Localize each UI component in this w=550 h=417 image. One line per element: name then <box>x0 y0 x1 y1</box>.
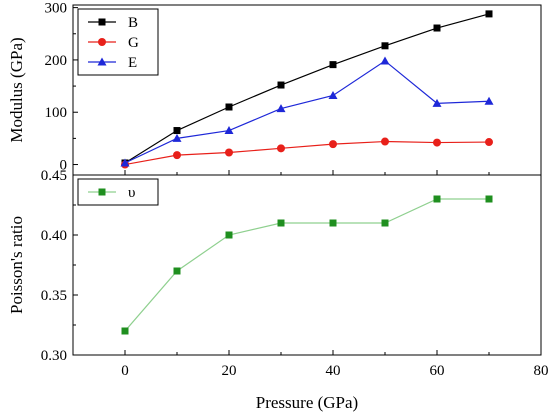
series-line-G <box>124 140 490 166</box>
data-point-υ <box>225 231 233 239</box>
data-point-G <box>433 138 441 147</box>
bottom-y-tick-label: 0.45 <box>41 168 67 184</box>
legend-label-B: B <box>128 15 138 31</box>
series-line-υ <box>124 198 489 332</box>
top-y-tick-label: 100 <box>45 105 68 121</box>
data-point-υ <box>485 195 493 203</box>
legend-label-G: G <box>128 35 139 51</box>
legend-marker-E <box>97 57 107 66</box>
data-point-E <box>328 90 338 99</box>
data-point-B <box>329 61 337 69</box>
bottom-y-tick-label: 0.35 <box>41 288 67 304</box>
x-tick-label: 40 <box>326 363 341 379</box>
legend-marker-υ <box>98 188 106 196</box>
x-tick-label: 20 <box>222 363 237 379</box>
data-point-G <box>277 144 285 153</box>
data-point-E <box>380 56 390 65</box>
bottom-y-tick-label: 0.30 <box>41 348 67 364</box>
x-tick-label: 80 <box>534 363 549 379</box>
data-point-υ <box>381 219 389 227</box>
legend-marker-B <box>98 18 106 26</box>
bottom-panel: 0.30 0.35 0.40 0.45 0 20 40 60 80 υ <box>41 168 549 379</box>
data-point-B <box>277 81 285 89</box>
data-point-B <box>433 24 441 32</box>
data-point-B <box>381 42 389 50</box>
x-tick-label: 0 <box>121 363 129 379</box>
legend-label-υ: υ <box>128 185 135 201</box>
data-point-B <box>173 127 181 135</box>
series-line-B <box>124 13 490 164</box>
top-panel: 0 100 200 300 BGE <box>45 1 542 176</box>
series-line-E <box>124 60 490 164</box>
x-tick-label: 60 <box>430 363 445 379</box>
legend-label-E: E <box>128 55 137 71</box>
data-point-E <box>224 126 234 135</box>
data-point-υ <box>121 327 129 335</box>
bottom-y-tick-label: 0.40 <box>41 228 67 244</box>
data-point-υ <box>329 219 337 227</box>
data-point-υ <box>433 195 441 203</box>
x-axis-title: Pressure (GPa) <box>256 393 358 412</box>
data-point-E <box>432 98 442 107</box>
top-y-tick-label: 200 <box>45 53 68 69</box>
data-point-E <box>276 104 286 113</box>
data-point-E <box>484 96 494 105</box>
data-point-E <box>120 158 130 167</box>
data-point-B <box>225 103 233 111</box>
data-point-E <box>172 133 182 142</box>
top-y-axis-title: Modulus (GPa) <box>7 37 26 142</box>
data-point-G <box>381 137 389 146</box>
data-point-G <box>485 138 493 147</box>
top-y-tick-label: 0 <box>60 158 68 174</box>
data-point-G <box>329 140 337 149</box>
data-point-G <box>225 148 233 157</box>
top-y-tick-label: 300 <box>45 1 68 17</box>
legend-marker-G <box>98 38 106 46</box>
data-point-υ <box>277 219 285 227</box>
data-point-B <box>485 10 493 18</box>
data-point-υ <box>173 267 181 275</box>
data-point-G <box>173 151 181 160</box>
bottom-y-axis-title: Poisson's ratio <box>7 216 26 314</box>
